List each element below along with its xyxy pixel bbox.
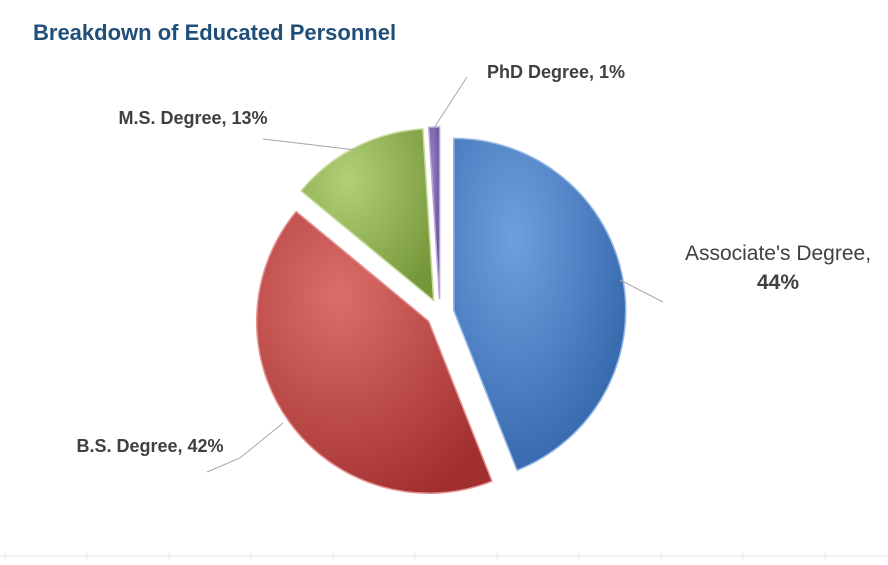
leader-lines [206,76,664,473]
data-label: Associate's Degree, 44% [685,242,871,294]
leader-line [433,76,468,129]
leader-line [619,279,664,303]
data-label: PhD Degree, 1% [487,62,625,82]
leader-line [262,138,357,151]
pie-slice-b-s-degree [255,210,493,494]
chart-title: Breakdown of Educated Personnel [33,20,397,45]
pie-slice-m-s-degree [300,128,435,303]
pie-slice-associate-s-degree [453,137,627,472]
data-labels: Associate's Degree, 44% B.S. Degree, 42% M.… [76,62,871,456]
baseline-grid [0,553,888,560]
data-label: B.S. Degree, 42% [76,436,223,456]
leader-line [206,422,284,473]
pie-slices [255,126,627,494]
data-label: M.S. Degree, 13% [118,108,267,128]
